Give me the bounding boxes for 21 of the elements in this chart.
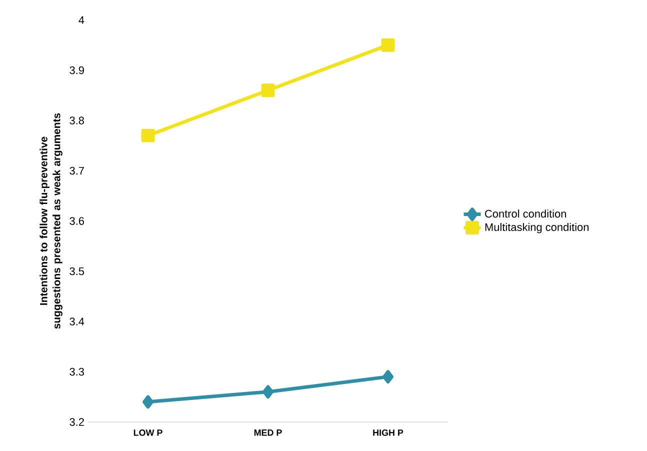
x-tick-label: MED P [254, 430, 282, 436]
y-axis-title: Intentions to follow flu-preventive suggestions presented as weak arguments [40, 113, 62, 329]
x-tick-label: LOW P [134, 430, 162, 436]
point [142, 395, 154, 409]
y-tick-label: 4 [78, 16, 84, 24]
point [141, 128, 155, 142]
y-tick-label: 3.5 [70, 267, 84, 276]
point [262, 385, 274, 399]
x-tick-label: HIGH P [373, 430, 404, 436]
y-tick-label: 3.7 [70, 166, 84, 175]
y-tick-label: 3.6 [70, 217, 84, 225]
y-tick-label: 3.4 [70, 318, 84, 326]
y-tick-label: 3.9 [70, 66, 84, 74]
legend-label: Multitasking condition [485, 222, 589, 234]
legend-label: Control condition [485, 210, 566, 218]
y-tick-label: 3.2 [70, 418, 84, 426]
point [261, 84, 275, 98]
point [381, 38, 395, 52]
point [382, 370, 394, 384]
y-tick-label: 3.3 [70, 368, 84, 376]
y-tick-label: 3.8 [70, 116, 84, 124]
